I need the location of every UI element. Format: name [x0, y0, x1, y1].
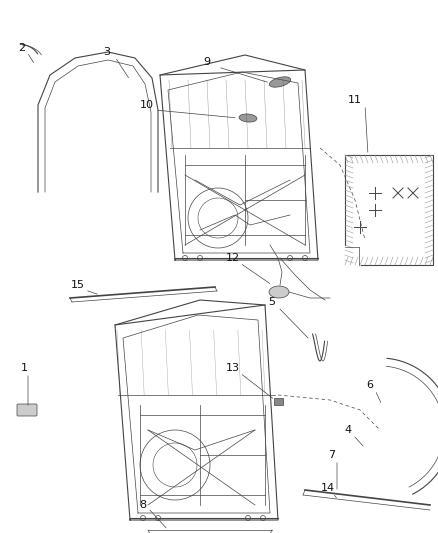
- Text: 7: 7: [328, 450, 336, 460]
- Text: 11: 11: [348, 95, 362, 105]
- Text: 14: 14: [321, 483, 335, 493]
- Text: 13: 13: [226, 363, 240, 373]
- Text: 3: 3: [103, 47, 110, 57]
- FancyBboxPatch shape: [273, 398, 283, 405]
- Text: 15: 15: [71, 280, 85, 290]
- Ellipse shape: [269, 286, 289, 298]
- Text: 5: 5: [268, 297, 276, 307]
- Circle shape: [246, 515, 251, 521]
- Circle shape: [155, 515, 160, 521]
- Circle shape: [198, 255, 202, 261]
- Circle shape: [183, 255, 187, 261]
- Ellipse shape: [269, 77, 291, 87]
- Circle shape: [303, 255, 307, 261]
- Text: 9: 9: [203, 57, 211, 67]
- Text: 8: 8: [139, 500, 147, 510]
- Polygon shape: [345, 247, 359, 265]
- Text: 2: 2: [18, 43, 25, 53]
- Circle shape: [287, 255, 293, 261]
- Circle shape: [261, 515, 265, 521]
- Text: 12: 12: [226, 253, 240, 263]
- Text: 1: 1: [21, 363, 28, 373]
- Text: 10: 10: [140, 100, 154, 110]
- FancyBboxPatch shape: [17, 404, 37, 416]
- Text: 6: 6: [367, 380, 374, 390]
- Text: 4: 4: [344, 425, 352, 435]
- Ellipse shape: [239, 114, 257, 122]
- Circle shape: [141, 515, 145, 521]
